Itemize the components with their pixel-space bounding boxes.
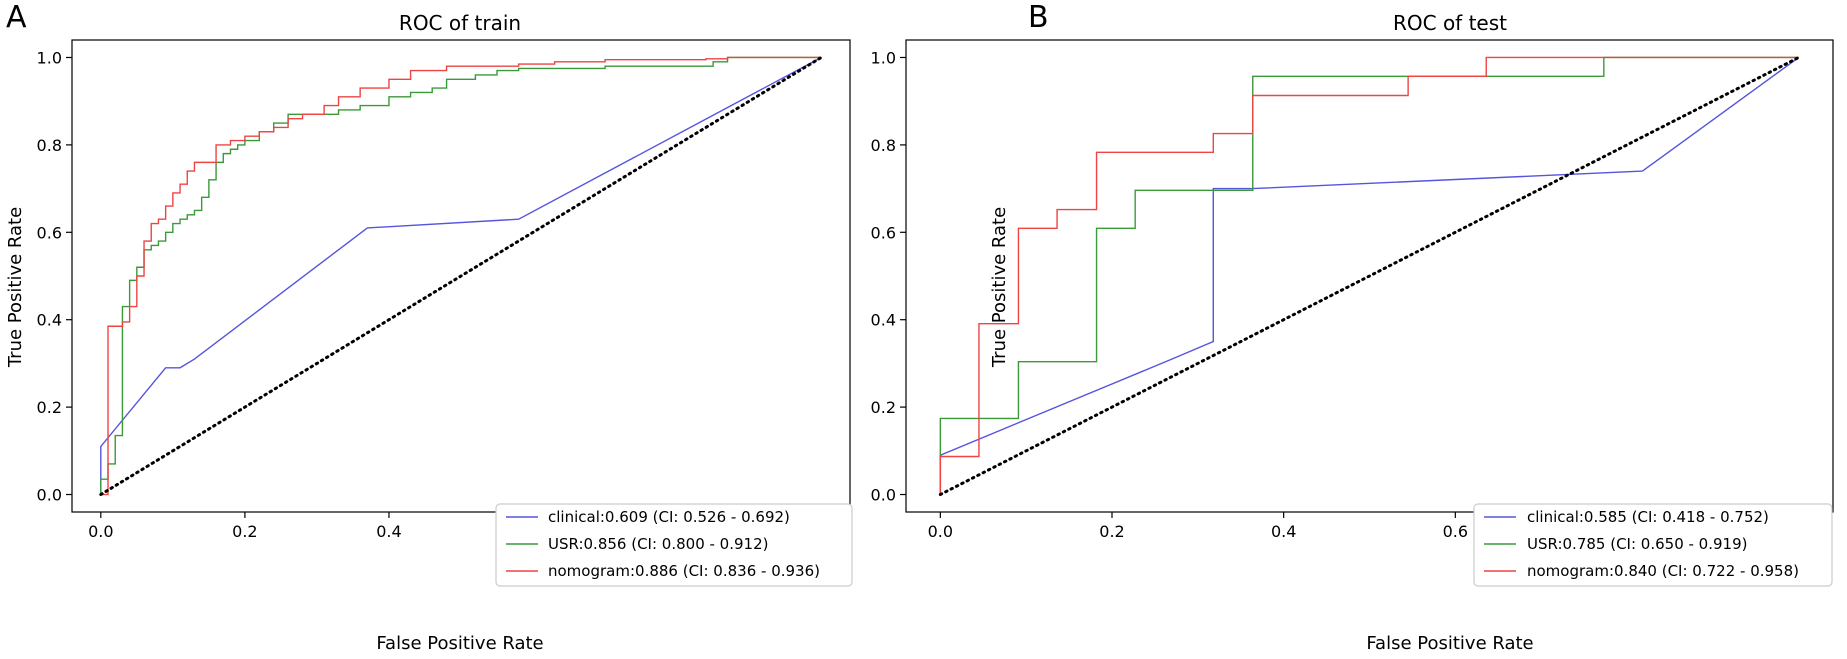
y-tick-label-b: 1.0	[871, 48, 896, 67]
roc-line-usr-b	[939, 56, 1799, 495]
y-tick-label-a: 0.2	[37, 398, 62, 417]
diagonal-reference-line-a	[99, 55, 823, 497]
legend-entry-usr-b: USR:0.785 (CI: 0.650 - 0.919)	[1527, 535, 1747, 553]
y-tick-label-a: 0.4	[37, 311, 62, 330]
x-tick-label-a: 0.2	[232, 522, 257, 541]
y-tick-label-a: 0.0	[37, 486, 62, 505]
legend-entry-nomogram-a: nomogram:0.886 (CI: 0.836 - 0.936)	[548, 562, 820, 580]
x-tick-label-b: 0.2	[1099, 522, 1124, 541]
legend-a: clinical:0.609 (CI: 0.526 - 0.692) USR:0…	[495, 503, 853, 587]
panel-b: B ROC of test False Positive Rate True P…	[871, 0, 1834, 654]
y-tick-label-a: 1.0	[37, 48, 62, 67]
plot-frame-a	[71, 39, 851, 513]
legend-entry-usr-a: USR:0.856 (CI: 0.800 - 0.912)	[548, 535, 768, 553]
panel-label-a: A	[6, 0, 27, 35]
x-axis-label-a: False Positive Rate	[376, 633, 543, 654]
y-tick-label-b: 0.2	[871, 398, 896, 417]
panel-label-b: B	[1028, 0, 1049, 35]
plot-area-b: 0.00.20.40.60.81.00.00.20.40.60.81.0	[871, 39, 1834, 541]
y-tick-label-b: 0.4	[871, 311, 896, 330]
y-axis-label-a: True Positive Rate	[5, 207, 26, 368]
legend-box-a	[495, 503, 853, 587]
chart-title-a: ROC of train	[399, 11, 521, 35]
x-axis-label-b: False Positive Rate	[1366, 633, 1533, 654]
plot-area-a: 0.00.20.40.60.81.00.00.20.40.60.81.0	[37, 39, 851, 541]
y-tick-label-a: 0.8	[37, 136, 62, 155]
chart-title-b: ROC of test	[1393, 11, 1507, 35]
plot-frame-b	[905, 39, 1834, 513]
roc-line-nomogram-b	[939, 56, 1799, 495]
x-tick-label-b: 0.0	[928, 522, 953, 541]
x-tick-label-a: 0.0	[88, 522, 113, 541]
y-tick-label-b: 0.0	[871, 486, 896, 505]
panel-a: A ROC of train False Positive Rate True …	[5, 0, 853, 654]
y-tick-label-b: 0.8	[871, 136, 896, 155]
legend-entry-nomogram-b: nomogram:0.840 (CI: 0.722 - 0.958)	[1527, 562, 1799, 580]
y-axis-label-b: True Positive Rate	[989, 207, 1010, 368]
diagonal-reference-line-b	[938, 55, 1801, 497]
y-tick-label-b: 0.6	[871, 223, 896, 242]
legend-b: clinical:0.585 (CI: 0.418 - 0.752) USR:0…	[1473, 503, 1833, 587]
legend-entry-clinical-b: clinical:0.585 (CI: 0.418 - 0.752)	[1527, 508, 1769, 526]
x-tick-label-b: 0.4	[1271, 522, 1296, 541]
roc-line-nomogram-a	[100, 56, 822, 496]
y-tick-label-a: 0.6	[37, 223, 62, 242]
legend-entry-clinical-a: clinical:0.609 (CI: 0.526 - 0.692)	[548, 508, 790, 526]
x-tick-label-b: 0.6	[1443, 522, 1468, 541]
roc-line-clinical-a	[100, 56, 822, 495]
legend-box-b	[1473, 503, 1833, 587]
x-tick-label-a: 0.4	[376, 522, 401, 541]
